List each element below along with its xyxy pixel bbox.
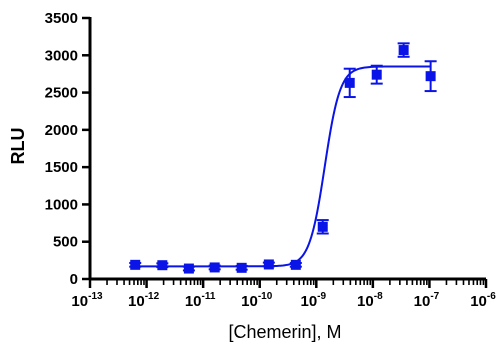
- y-tick-label: 0: [70, 271, 78, 288]
- x-axis-title: [Chemerin], M: [228, 322, 341, 342]
- y-tick-label: 2500: [45, 85, 78, 102]
- x-tick-label: 10-8: [357, 291, 383, 310]
- fit-curve-layer: [135, 65, 431, 268]
- data-point: [157, 260, 168, 271]
- y-tick-label: 3500: [45, 10, 78, 27]
- x-tick-label: 10-6: [470, 291, 496, 310]
- data-point: [130, 259, 141, 270]
- x-tick-label: 10-13: [71, 291, 103, 310]
- data-points-layer: [129, 42, 437, 274]
- data-point: [183, 263, 194, 274]
- data-point: [344, 77, 355, 88]
- x-tick-label: 10-10: [241, 291, 273, 310]
- y-tick-label: 2000: [45, 122, 78, 139]
- data-point: [371, 69, 382, 80]
- data-point: [209, 262, 220, 273]
- y-tick-label: 1500: [45, 159, 78, 176]
- data-point: [425, 71, 436, 82]
- data-point: [398, 45, 409, 56]
- data-point: [263, 259, 274, 270]
- x-tick-label: 10-12: [128, 291, 160, 310]
- y-axis-title: RLU: [8, 128, 28, 165]
- x-tick-label: 10-9: [300, 291, 326, 310]
- x-tick-label: 10-7: [414, 291, 440, 310]
- data-point: [236, 262, 247, 273]
- y-tick-label: 3000: [45, 47, 78, 64]
- data-point: [317, 221, 328, 232]
- y-tick-label: 500: [53, 234, 78, 251]
- fit-curve: [135, 65, 431, 268]
- x-tick-label: 10-11: [185, 291, 216, 310]
- data-point: [290, 259, 301, 270]
- y-tick-label: 1000: [45, 196, 78, 213]
- axes-layer: 0 500 1000 1500 2000 2500 3000 3500 10-13 10-12 10…: [45, 10, 497, 310]
